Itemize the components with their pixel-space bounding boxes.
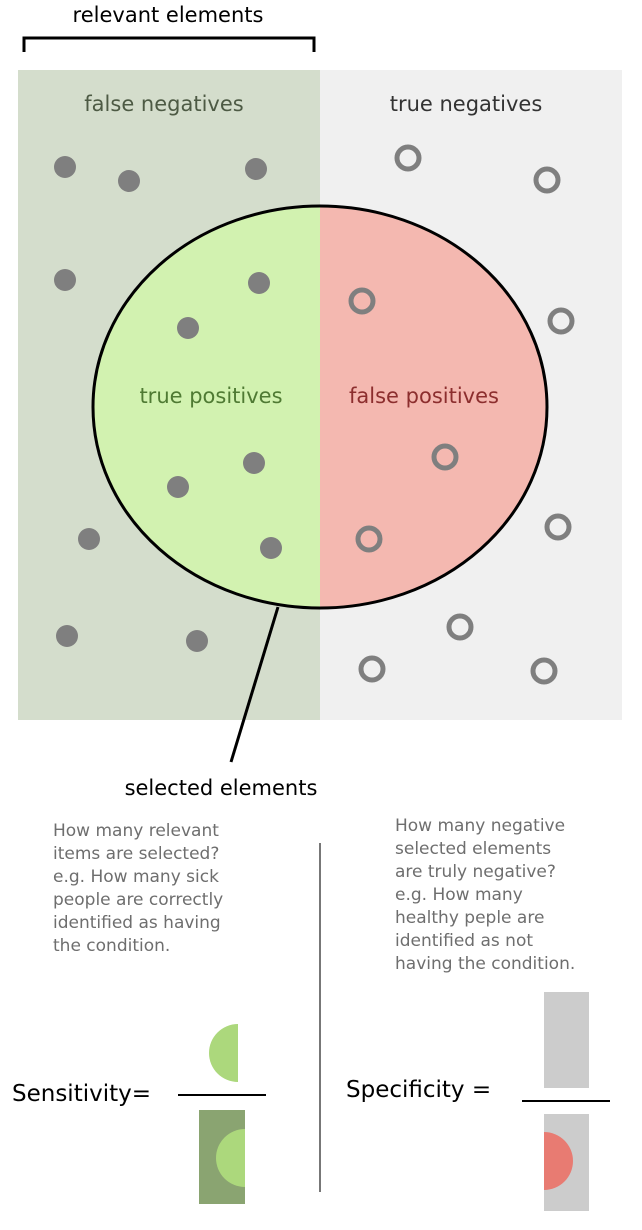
ring-tn <box>358 655 386 683</box>
sensitivity-label: Sensitivity= <box>12 1081 151 1107</box>
false-negatives-label: false negatives <box>84 92 243 116</box>
dot-tp <box>248 272 270 294</box>
description-line: items are selected? <box>53 844 220 864</box>
dot-tp <box>243 452 265 474</box>
dot-fn <box>186 630 208 652</box>
specificity-label: Specificity = <box>346 1077 491 1103</box>
ring-fp <box>348 287 376 315</box>
dot-tp <box>260 537 282 559</box>
dot-fn <box>118 170 140 192</box>
selected-elements-ellipse <box>91 204 549 610</box>
specificity-description: How many negative selected elements are … <box>395 815 575 976</box>
sensitivity-denominator-icon <box>216 1129 245 1187</box>
description-line: the condition. <box>53 936 171 956</box>
description-line: How many negative <box>395 816 566 836</box>
dot-fn <box>54 269 76 291</box>
ring-tn <box>446 613 474 641</box>
selected-elements-label: selected elements <box>125 776 318 800</box>
ring-tn <box>530 657 558 685</box>
relevant-elements-label: relevant elements <box>73 3 264 27</box>
false-positives-region <box>320 206 547 608</box>
true-negatives-label: true negatives <box>390 92 543 116</box>
dot-fn <box>245 158 267 180</box>
description-line: are truly negative? <box>395 862 556 882</box>
false-positives-label: false positives <box>349 384 499 408</box>
dot-fn <box>56 625 78 647</box>
true-positives-label: true positives <box>139 384 282 408</box>
description-line: people are correctly <box>53 890 224 910</box>
description-line: How many relevant <box>53 821 219 841</box>
true-positives-region <box>93 206 320 608</box>
description-line: having the condition. <box>395 954 576 974</box>
dot-fn <box>54 156 76 178</box>
ring-tn <box>533 166 561 194</box>
specificity-numerator-bar <box>544 992 589 1088</box>
specificity-numerator-icon <box>515 1009 544 1067</box>
sensitivity-description: How many relevant items are selected? e.… <box>53 820 223 958</box>
dot-fn <box>78 528 100 550</box>
description-line: e.g. How many <box>395 885 523 905</box>
relevant-dots <box>54 156 282 652</box>
dot-tp <box>177 317 199 339</box>
dot-tp <box>167 476 189 498</box>
ring-fp <box>431 443 459 471</box>
ring-tn <box>547 307 575 335</box>
description-line: selected elements <box>395 839 552 859</box>
sensitivity-numerator-icon <box>209 1024 238 1082</box>
description-line: identified as having <box>53 913 221 933</box>
description-line: e.g. How many sick <box>53 867 219 887</box>
description-line: identified as not <box>395 931 534 951</box>
irrelevant-dots <box>348 144 575 685</box>
ring-tn <box>394 144 422 172</box>
selected-pointer-line <box>229 606 280 763</box>
ring-fp <box>355 525 383 553</box>
specificity-denominator-icon <box>544 1132 573 1190</box>
ring-tn <box>544 513 572 541</box>
description-line: healthy peple are <box>395 908 545 928</box>
relevant-bracket <box>22 36 316 52</box>
